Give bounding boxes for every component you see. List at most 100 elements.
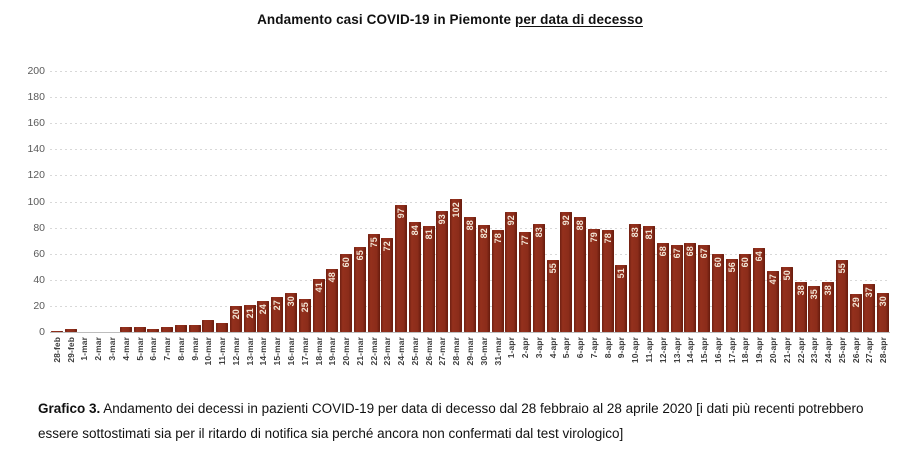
chart-bar-24-mar <box>395 205 408 332</box>
figure-caption: Grafico 3. Andamento dei decessi in pazi… <box>38 396 866 446</box>
bar-value-label-20-apr: 47 <box>767 273 778 285</box>
x-tick-label-13-mar: 13-mar <box>244 337 255 366</box>
x-tick-label-11-apr: 11-apr <box>644 337 655 363</box>
chart-bar-22-mar <box>367 234 380 332</box>
chart-title-underlined-text: per data di decesso <box>514 12 643 27</box>
bar-value-label-24-apr: 38 <box>823 285 834 296</box>
bar-value-label-14-apr: 68 <box>685 246 696 257</box>
gridline-200 <box>50 71 890 72</box>
bar-value-label-5-apr: 92 <box>561 214 572 226</box>
chart-bar-12-mar <box>229 305 242 332</box>
x-tick-label-26-apr: 26-apr <box>850 337 861 364</box>
chart-bar-29-feb <box>64 329 77 332</box>
x-tick-label-23-apr: 23-apr <box>809 337 820 364</box>
x-tick-label-19-apr: 19-apr <box>754 337 765 364</box>
chart-bar-26-apr <box>849 294 862 332</box>
chart-bar-20-mar <box>340 253 353 332</box>
y-tick-label-40: 40 <box>33 273 45 286</box>
x-tick-label-4-mar: 4-mar <box>120 337 131 361</box>
x-tick-label-8-apr: 8-apr <box>602 337 613 359</box>
bar-value-label-16-apr: 60 <box>712 256 723 268</box>
x-tick-label-11-mar: 11-mar <box>217 337 228 366</box>
x-tick-label-29-feb: 29-feb <box>65 337 76 363</box>
x-tick-label-24-mar: 24-mar <box>396 337 407 366</box>
bar-value-label-16-mar: 30 <box>286 295 296 307</box>
x-tick-label-15-mar: 15-mar <box>272 337 283 366</box>
x-tick-label-23-mar: 23-mar <box>382 337 393 366</box>
x-tick-label-2-mar: 2-mar <box>93 337 104 361</box>
bar-value-label-30-mar: 82 <box>478 227 489 239</box>
x-tick-label-10-apr: 10-apr <box>630 337 641 364</box>
chart-bar-12-apr <box>656 243 669 332</box>
chart-title-text: Andamento casi COVID-19 in Piemonte <box>257 12 515 27</box>
bar-value-label-27-mar: 93 <box>437 213 448 225</box>
chart-bar-22-apr <box>794 282 807 332</box>
chart-bar-5-mar <box>133 326 146 332</box>
x-tick-label-28-mar: 28-mar <box>451 337 462 366</box>
bar-value-label-21-apr: 50 <box>781 269 792 281</box>
x-tick-label-25-apr: 25-apr <box>836 337 847 364</box>
bar-value-label-19-apr: 64 <box>754 251 765 262</box>
chart-bar-29-mar <box>464 217 476 332</box>
bar-value-label-13-mar: 21 <box>244 307 255 318</box>
x-tick-label-26-mar: 26-mar <box>423 337 434 366</box>
x-tick-label-21-apr: 21-apr <box>781 337 792 364</box>
x-tick-label-3-mar: 3-mar <box>106 337 117 361</box>
y-tick-label-20: 20 <box>33 299 45 312</box>
chart-bar-15-mar <box>271 296 284 332</box>
chart-bar-19-apr <box>753 248 766 332</box>
y-tick-label-100: 100 <box>27 195 45 208</box>
chart-bar-6-apr <box>574 217 587 332</box>
chart-bar-23-apr <box>808 286 821 332</box>
bar-value-label-9-apr: 51 <box>616 268 627 279</box>
x-tick-label-20-apr: 20-apr <box>767 337 778 364</box>
chart-bar-14-apr <box>684 243 697 332</box>
chart-bar-10-mar <box>202 320 215 332</box>
bar-value-label-1-apr: 92 <box>506 214 517 226</box>
x-tick-label-9-apr: 9-apr <box>616 337 627 359</box>
bar-value-label-28-apr: 30 <box>878 295 889 307</box>
x-tick-label-14-apr: 14-apr <box>685 337 696 364</box>
bar-value-label-22-apr: 38 <box>795 285 806 296</box>
chart-bar-28-apr <box>877 292 890 332</box>
chart-bar-30-mar <box>477 225 490 332</box>
plot-area: 28-feb 29-feb 1-mar 2-mar 3-mar 4-mar 5-mar 6-m… <box>50 71 890 365</box>
figure-caption-text: Andamento dei decessi in pazienti COVID-… <box>38 401 864 441</box>
bar-value-label-15-mar: 27 <box>272 299 283 311</box>
chart-bar-9-mar <box>188 325 201 332</box>
x-tick-label-4-apr: 4-apr <box>547 337 558 359</box>
bar-value-label-7-apr: 79 <box>588 231 599 243</box>
chart-bar-27-mar <box>436 210 449 332</box>
x-tick-label-16-mar: 16-mar <box>286 337 296 366</box>
x-tick-label-19-mar: 19-mar <box>327 337 338 366</box>
x-tick-label-1-apr: 1-apr <box>506 337 517 359</box>
x-tick-label-30-mar: 30-mar <box>478 337 489 366</box>
bar-value-label-4-apr: 55 <box>547 263 558 274</box>
x-tick-label-22-apr: 22-apr <box>795 337 806 364</box>
y-tick-label-0: 0 <box>39 326 45 338</box>
bar-value-label-12-apr: 68 <box>657 246 668 257</box>
chart-bar-23-mar <box>381 238 394 332</box>
y-tick-label-160: 160 <box>27 117 45 130</box>
x-tick-label-18-mar: 18-mar <box>313 337 324 366</box>
bar-value-label-3-apr: 83 <box>533 226 544 238</box>
chart-bar-3-apr <box>532 223 545 332</box>
bar-value-label-11-apr: 81 <box>644 229 655 240</box>
chart-bar-25-apr <box>835 260 848 332</box>
x-tick-label-13-apr: 13-apr <box>671 337 682 364</box>
chart-bar-4-mar <box>119 326 132 332</box>
chart-bar-8-mar <box>174 325 187 332</box>
bar-value-label-15-apr: 67 <box>699 247 710 258</box>
y-tick-label-140: 140 <box>27 143 45 156</box>
x-tick-label-3-apr: 3-apr <box>533 337 544 359</box>
x-tick-label-25-mar: 25-mar <box>409 337 420 366</box>
bar-value-label-27-apr: 37 <box>864 286 875 298</box>
x-tick-label-28-feb: 28-feb <box>51 337 62 363</box>
bar-chart: 28-feb 29-feb 1-mar 2-mar 3-mar 4-mar 5-mar 6-m… <box>27 65 890 365</box>
chart-bar-17-mar <box>298 299 311 332</box>
bar-value-label-12-mar: 20 <box>230 308 241 320</box>
chart-bar-17-apr <box>725 258 738 332</box>
chart-bar-2-apr <box>519 231 532 332</box>
x-tick-label-5-apr: 5-apr <box>561 337 572 359</box>
bar-value-label-13-apr: 67 <box>671 247 682 258</box>
